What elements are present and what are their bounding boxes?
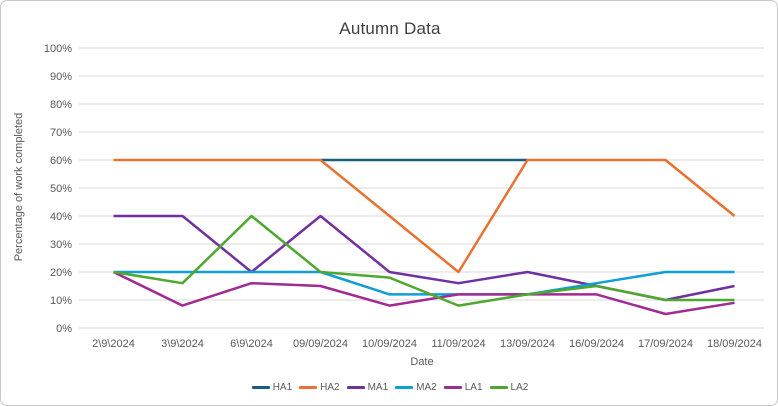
x-axis-title: Date: [410, 356, 434, 368]
legend-label-MA1: MA1: [367, 382, 389, 393]
legend-swatch-LA1: [443, 386, 462, 389]
y-tick-label: 0%: [56, 323, 72, 335]
legend-label-LA2: LA2: [510, 382, 529, 393]
chart-legend: HA1 HA2 MA1 MA2 LA1 LA2: [1, 382, 777, 393]
y-tick-label: 80%: [50, 99, 72, 111]
legend-label-HA2: HA2: [320, 382, 340, 393]
y-tick-label: 70%: [50, 127, 72, 139]
x-tick-label: 09/09/2024: [293, 338, 348, 350]
legend-swatch-MA2: [395, 386, 414, 389]
series-line-MA2[interactable]: [113, 270, 735, 296]
legend-swatch-HA1: [251, 386, 270, 389]
x-tick-label: 18/09/2024: [707, 338, 762, 350]
x-tick-label: 11/09/2024: [431, 338, 485, 350]
x-tick-label: 6\9\2024: [230, 338, 273, 350]
legend-label-MA2: MA2: [416, 382, 437, 393]
y-tick-label: 30%: [50, 239, 72, 251]
x-tick-label: 2\9\2024: [92, 338, 135, 350]
chart-title: Autumn Data: [339, 19, 441, 38]
y-tick-label: 50%: [50, 183, 72, 195]
legend-swatch-LA2: [489, 386, 508, 389]
y-tick-label: 10%: [50, 295, 72, 307]
y-tick-label: 20%: [50, 267, 72, 279]
legend-label-HA1: HA1: [272, 382, 293, 393]
y-tick-label: 60%: [50, 155, 72, 167]
x-tick-label: 17/09/2024: [638, 338, 693, 350]
legend-item-MA1[interactable]: MA1: [346, 382, 389, 393]
legend-item-LA2[interactable]: LA2: [489, 382, 529, 393]
legend-item-MA2[interactable]: MA2: [395, 382, 437, 393]
series-line-LA1[interactable]: [112, 270, 735, 316]
y-tick-label: 90%: [50, 71, 72, 83]
series-line-HA2[interactable]: [113, 158, 736, 274]
x-tick-label: 3\9\2024: [161, 338, 204, 350]
y-tick-label: 100%: [44, 43, 72, 55]
legend-item-HA2[interactable]: HA2: [299, 382, 340, 393]
y-tick-label: 40%: [50, 211, 72, 223]
legend-item-HA1[interactable]: HA1: [251, 382, 293, 393]
x-tick-label: 16/09/2024: [569, 338, 624, 350]
legend-label-LA1: LA1: [464, 382, 483, 393]
series-line-LA2[interactable]: [113, 214, 735, 307]
legend-swatch-MA1: [346, 386, 365, 389]
x-tick-label: 10/09/2024: [362, 338, 417, 350]
legend-item-LA1[interactable]: LA1: [443, 382, 483, 393]
legend-swatch-HA2: [299, 386, 318, 389]
x-tick-label: 13/09/2024: [500, 338, 555, 350]
